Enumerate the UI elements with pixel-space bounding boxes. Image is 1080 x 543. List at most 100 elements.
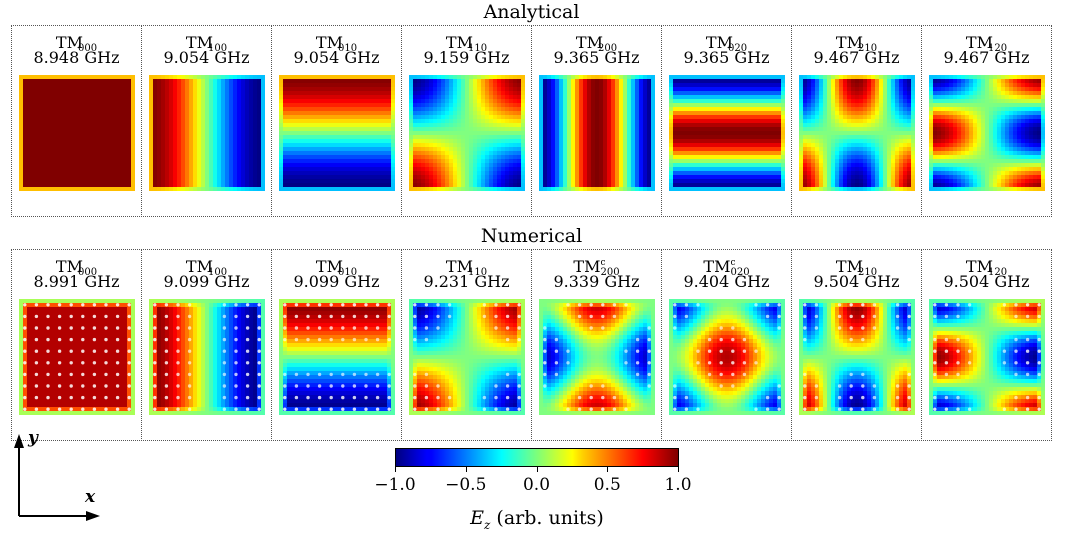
mode-name: TM: [185, 257, 213, 276]
mode-label: TMc020: [662, 255, 791, 281]
mode-name: TM: [575, 33, 603, 52]
mode-name: TM: [835, 33, 863, 52]
field-map: [799, 299, 915, 415]
mode-indices: 100: [207, 43, 228, 54]
mode-frequency: 9.365 GHz: [553, 48, 640, 67]
mode-indices: 010: [337, 43, 358, 54]
mode-indices: 020: [727, 43, 748, 54]
field-map: [929, 299, 1045, 415]
mode-frequency: 9.467 GHz: [813, 48, 900, 67]
colorbar-tick: [607, 467, 609, 472]
mode-label: TM200: [532, 31, 661, 57]
mode-label: TM010: [272, 31, 401, 57]
mode-superscript: c: [600, 258, 606, 268]
mode-panel: TM010 9.099 GHz: [271, 249, 402, 441]
mode-indices: 100: [207, 267, 228, 278]
colorbar-tick: [465, 467, 467, 472]
mode-name: TM: [705, 33, 733, 52]
mode-frequency: 9.231 GHz: [423, 272, 510, 291]
field-map: [279, 75, 395, 191]
mode-name: TM: [315, 257, 343, 276]
mode-panel: TM120 9.467 GHz: [921, 25, 1052, 217]
mode-panel: TM000 8.948 GHz: [11, 25, 142, 217]
mode-frequency: 9.099 GHz: [163, 272, 250, 291]
field-map: [279, 299, 395, 415]
mode-indices: 200: [600, 267, 620, 278]
colorbar-tick-label: 0.5: [593, 475, 621, 495]
analytical-title: Analytical: [483, 1, 580, 23]
coordinate-axes: [14, 434, 100, 521]
mode-indices: 110: [467, 43, 488, 54]
mode-panel: TM100 9.054 GHz: [141, 25, 272, 217]
mode-name: TM: [315, 33, 343, 52]
field-map: [799, 75, 915, 191]
field-map: [539, 75, 655, 191]
mode-indices: 120: [987, 267, 1008, 278]
colorbar-label-var: E: [470, 507, 485, 529]
colorbar-label: Ez (arb. units): [437, 507, 637, 532]
mode-indices: 120: [987, 43, 1008, 54]
field-map: [539, 299, 655, 415]
colorbar-tick: [536, 467, 538, 472]
mode-panel: TM020 9.365 GHz: [661, 25, 792, 217]
mode-label: TM110: [402, 255, 531, 281]
mode-name: TM: [445, 257, 473, 276]
mode-label: TM210: [792, 255, 921, 281]
mode-panel: TM210 9.467 GHz: [791, 25, 922, 217]
mode-label: TM120: [922, 255, 1051, 281]
mode-label: TM020: [662, 31, 791, 57]
mode-label: TM010: [272, 255, 401, 281]
mode-indices: 210: [857, 43, 878, 54]
mode-panel: TM120 9.504 GHz: [921, 249, 1052, 441]
mode-label: TM110: [402, 31, 531, 57]
colorbar-tick-label: −0.5: [445, 475, 487, 495]
colorbar-tick-label: 0.0: [522, 475, 551, 495]
field-map: [409, 299, 525, 415]
colorbar-label-sub: z: [484, 517, 491, 532]
mode-name: TM: [965, 257, 993, 276]
mode-indices: 010: [337, 267, 358, 278]
field-map: [929, 75, 1045, 191]
colorbar-label-units: (arb. units): [490, 507, 604, 529]
mode-label: TMc200: [532, 255, 661, 281]
mode-frequency: 9.054 GHz: [163, 48, 250, 67]
colorbar-tick: [678, 467, 679, 472]
mode-indices: 110: [467, 267, 488, 278]
mode-name: TM: [835, 257, 863, 276]
mode-name: TM: [573, 257, 601, 276]
mode-name: TM: [703, 257, 731, 276]
mode-frequency: 9.159 GHz: [423, 48, 510, 67]
colorbar-tick-label: 1.0: [664, 475, 692, 495]
mode-label: TM000: [12, 31, 141, 57]
field-map: [669, 299, 785, 415]
mode-frequency: 9.099 GHz: [293, 272, 380, 291]
mode-frequency: 9.365 GHz: [683, 48, 770, 67]
mode-panel: TM110 9.159 GHz: [401, 25, 532, 217]
mode-label: TM210: [792, 31, 921, 57]
mode-panel: TM200 9.365 GHz: [531, 25, 662, 217]
mode-panel: TM010 9.054 GHz: [271, 25, 402, 217]
mode-panel: TM100 9.099 GHz: [141, 249, 272, 441]
mode-frequency: 9.504 GHz: [943, 272, 1030, 291]
field-map: [19, 75, 135, 191]
field-map: [669, 75, 785, 191]
mode-frequency: 9.339 GHz: [553, 272, 640, 291]
mode-frequency: 9.054 GHz: [293, 48, 380, 67]
mode-frequency: 9.467 GHz: [943, 48, 1030, 67]
mode-label: TM120: [922, 31, 1051, 57]
mode-panel: TMc200 9.339 GHz: [531, 249, 662, 441]
mode-frequency: 8.948 GHz: [33, 48, 120, 67]
mode-panel: TM110 9.231 GHz: [401, 249, 532, 441]
colorbar: [395, 448, 679, 467]
mode-frequency: 9.504 GHz: [813, 272, 900, 291]
mode-superscript: c: [730, 258, 736, 268]
mode-frequency: 8.991 GHz: [33, 272, 120, 291]
mode-indices: 000: [77, 43, 98, 54]
x-axis-label: x: [85, 487, 96, 507]
colorbar-tick: [395, 467, 396, 472]
mode-label: TM100: [142, 255, 271, 281]
mode-indices: 200: [597, 43, 618, 54]
mode-indices: 210: [857, 267, 878, 278]
mode-name: TM: [55, 257, 83, 276]
numerical-title: Numerical: [480, 225, 583, 247]
